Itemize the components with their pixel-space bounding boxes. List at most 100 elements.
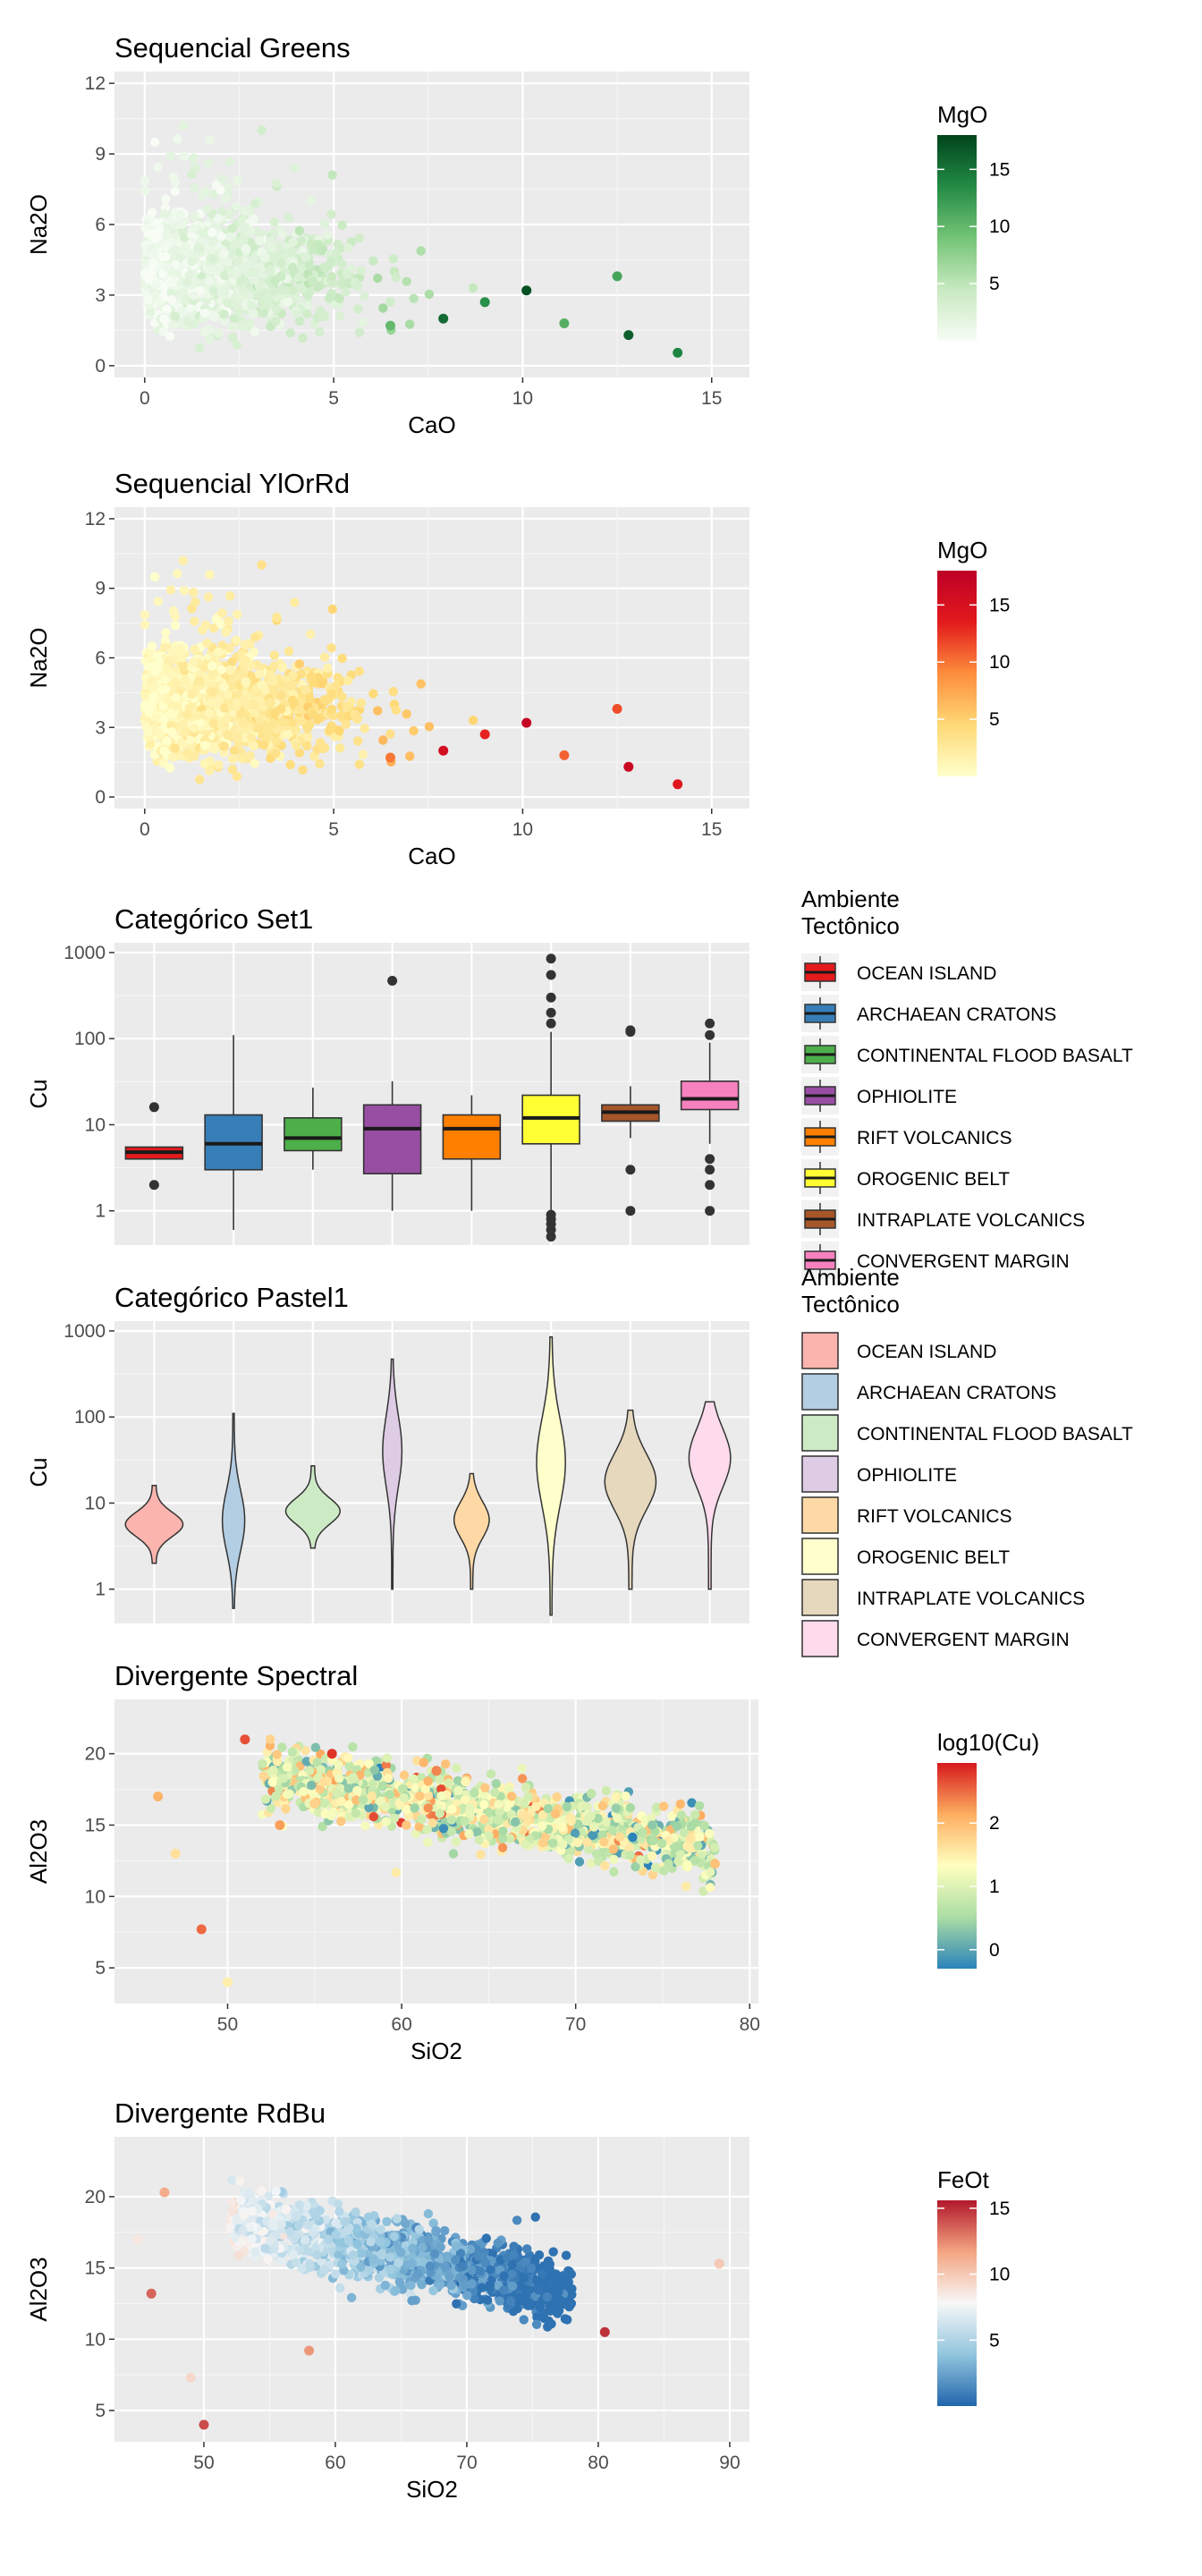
- data-point: [190, 163, 200, 173]
- data-point: [165, 585, 176, 595]
- data-point: [664, 1859, 673, 1868]
- data-point: [284, 1789, 294, 1799]
- data-point: [148, 258, 158, 269]
- data-point: [343, 1753, 353, 1763]
- data-point: [209, 312, 220, 322]
- data-point: [140, 186, 150, 196]
- data-point: [280, 285, 290, 295]
- data-point: [258, 740, 268, 750]
- outlier-point: [705, 1206, 715, 1216]
- data-point: [416, 679, 426, 689]
- data-point: [307, 1780, 317, 1791]
- data-point: [310, 1742, 321, 1752]
- data-point: [336, 1796, 346, 1807]
- outlier-point: [625, 1165, 636, 1175]
- data-point: [190, 182, 199, 192]
- data-point: [299, 1786, 309, 1797]
- data-point: [205, 135, 215, 145]
- data-point: [552, 1792, 562, 1802]
- data-point: [377, 1781, 388, 1792]
- data-point: [224, 232, 235, 242]
- data-point: [346, 2292, 357, 2302]
- data-point: [352, 1785, 362, 1796]
- outlier-point: [705, 1165, 715, 1175]
- data-point: [302, 741, 312, 751]
- data-point: [268, 243, 278, 253]
- data-point: [162, 736, 172, 746]
- data-point: [175, 210, 185, 220]
- data-point: [182, 748, 192, 758]
- data-point: [200, 620, 211, 630]
- data-point: [498, 1826, 508, 1836]
- data-point: [145, 662, 155, 672]
- legend-key: [801, 1620, 839, 1657]
- box: [284, 1117, 343, 1152]
- data-point: [223, 730, 233, 740]
- data-point: [388, 687, 398, 697]
- data-point: [241, 656, 250, 665]
- data-point: [303, 723, 313, 733]
- data-point: [250, 708, 260, 718]
- data-point: [402, 276, 411, 286]
- data-point: [283, 297, 292, 307]
- data-point: [260, 252, 270, 262]
- data-point: [195, 243, 205, 253]
- legend-label: CONVERGENT MARGIN: [857, 1630, 1070, 1650]
- box: [680, 1080, 740, 1111]
- data-point: [237, 321, 247, 332]
- data-point: [385, 752, 395, 763]
- data-point: [173, 569, 182, 579]
- data-point: [562, 1801, 572, 1812]
- data-point: [260, 1794, 271, 1804]
- data-point: [204, 766, 215, 775]
- data-point: [269, 217, 279, 227]
- chart-title: Categórico Set1: [114, 903, 313, 935]
- data-point: [538, 1838, 548, 1848]
- data-point: [399, 1770, 410, 1780]
- data-point: [227, 333, 238, 343]
- data-point: [308, 709, 317, 719]
- data-point: [613, 1813, 622, 1824]
- data-point: [275, 246, 285, 257]
- data-point: [693, 1841, 703, 1851]
- data-point: [227, 765, 238, 775]
- colorbar-tick-label: 15: [989, 159, 1010, 180]
- data-point: [304, 693, 314, 703]
- x-tick-label: 10: [512, 819, 533, 840]
- data-point: [209, 744, 220, 754]
- data-point: [159, 209, 170, 219]
- data-point: [232, 340, 242, 350]
- data-point: [315, 758, 325, 769]
- data-point: [354, 327, 365, 337]
- data-point: [591, 1849, 602, 1859]
- data-point: [558, 1839, 568, 1850]
- data-point: [170, 1848, 181, 1859]
- data-point: [147, 208, 157, 217]
- data-point: [402, 1820, 411, 1830]
- data-point: [228, 753, 239, 764]
- x-tick-label: 0: [140, 819, 150, 840]
- data-point: [250, 758, 259, 768]
- outlier-point: [546, 970, 556, 980]
- data-point: [268, 718, 278, 729]
- data-point: [288, 262, 298, 273]
- outlier-point: [705, 1030, 715, 1040]
- legend-label: OCEAN ISLAND: [857, 963, 996, 984]
- legend-title: Tectônico: [801, 912, 900, 939]
- data-point: [246, 301, 257, 310]
- legend-label: CONTINENTAL FLOOD BASALT: [857, 1424, 1133, 1445]
- legend-label: INTRAPLATE VOLCANICS: [857, 1210, 1085, 1231]
- data-point: [335, 743, 345, 753]
- data-point: [226, 248, 236, 258]
- data-point: [416, 246, 426, 256]
- y-tick-label: 6: [95, 215, 106, 235]
- data-point: [268, 686, 278, 696]
- y-tick-label: 10: [85, 2329, 106, 2350]
- data-point: [671, 1842, 681, 1852]
- data-point: [586, 1811, 596, 1821]
- legend-title: log10(Cu): [937, 1729, 1039, 1756]
- data-point: [250, 326, 259, 337]
- data-point: [474, 1835, 485, 1845]
- x-tick-label: 70: [565, 2014, 586, 2035]
